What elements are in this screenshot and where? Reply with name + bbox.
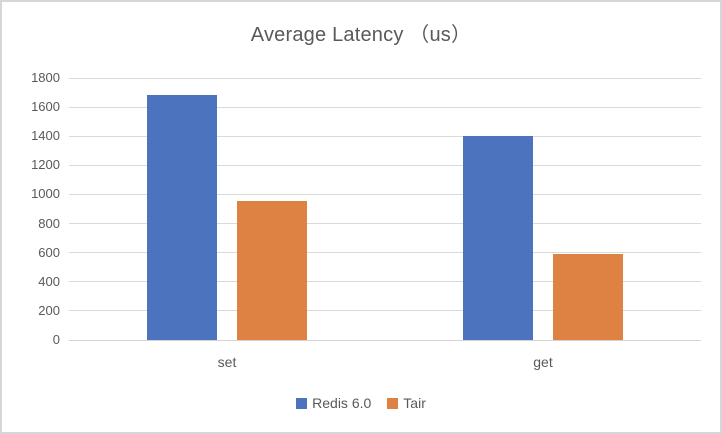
y-gridline: [69, 310, 701, 312]
y-gridline: [69, 164, 701, 166]
y-gridline: [69, 223, 701, 225]
legend-swatch-tair: [387, 397, 399, 409]
y-gridline: [69, 252, 701, 254]
category-label-set: set: [217, 354, 237, 370]
y-tick-label: 1400: [31, 128, 60, 144]
chart-title: Average Latency （us）: [250, 24, 472, 46]
y-gridline: [69, 193, 701, 195]
y-tick-label: 1200: [31, 157, 60, 173]
y-tick-label: 200: [38, 302, 60, 318]
y-gridline: [69, 135, 701, 137]
bar-tair-set: [237, 201, 307, 340]
y-tick-label: 1800: [31, 70, 60, 85]
y-gridline: [69, 281, 701, 283]
legend-swatch-redis-6-0: [296, 397, 308, 409]
y-tick-label: 600: [38, 244, 60, 260]
legend-label: Tair: [403, 395, 426, 411]
legend-label: Redis 6.0: [312, 395, 372, 411]
category-label-get: get: [533, 354, 553, 370]
bar-redis-6-0-set: [147, 95, 217, 340]
chart-legend: Redis 6.0 Tair: [2, 395, 720, 411]
plot-area: [69, 77, 701, 341]
legend-item-tair: Tair: [387, 395, 426, 411]
y-tick-label: 1000: [31, 186, 60, 202]
y-tick-label: 800: [38, 215, 60, 231]
bar-tair-get: [553, 254, 623, 340]
y-gridline: [69, 77, 701, 79]
legend-item-redis-6-0: Redis 6.0: [296, 395, 371, 411]
y-gridline: [69, 106, 701, 108]
x-axis-line: [69, 339, 701, 341]
y-tick-label: 1600: [31, 99, 60, 115]
y-tick-label: 400: [38, 273, 60, 289]
y-tick-label: 0: [52, 332, 60, 347]
bar-redis-6-0-get: [463, 136, 533, 340]
